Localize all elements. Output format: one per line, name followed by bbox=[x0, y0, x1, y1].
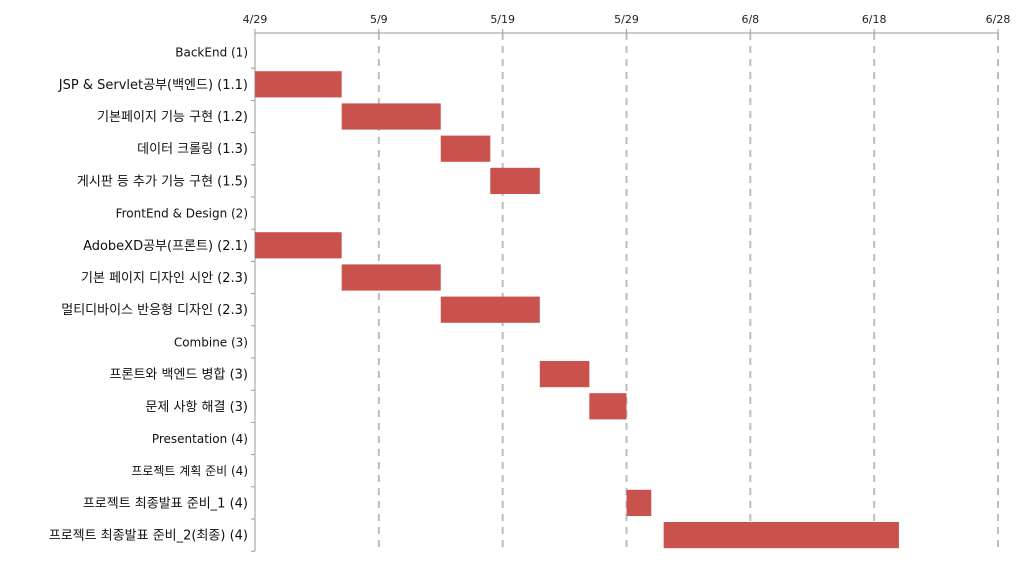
task-bar bbox=[255, 71, 342, 98]
task-label: 멀티디바이스 반응형 디자인 (2.3) bbox=[61, 303, 248, 318]
group-label: BackEnd (1) bbox=[175, 46, 248, 60]
x-tick-label: 6/18 bbox=[862, 13, 887, 26]
group-label: FrontEnd & Design (2) bbox=[116, 207, 248, 221]
task-bar bbox=[589, 393, 627, 420]
task-bar bbox=[626, 489, 652, 516]
axis-layer: 4/29 5/9 5/19 5/29 6/8 6/18 6/28 bbox=[243, 13, 1011, 552]
group-label: 프로젝트 계획 준비 (4) bbox=[131, 464, 248, 478]
task-bar bbox=[539, 361, 590, 388]
task-bar bbox=[663, 522, 899, 549]
task-label: 게시판 등 추가 기능 구현 (1.5) bbox=[77, 174, 248, 189]
task-label: 기본페이지 기능 구현 (1.2) bbox=[97, 110, 248, 125]
task-bar bbox=[490, 167, 540, 194]
task-bar bbox=[255, 232, 342, 259]
task-label: 기본 페이지 디자인 시안 (2.3) bbox=[81, 271, 248, 286]
task-label: 프로젝트 최종발표 준비_2(최종) (4) bbox=[49, 529, 248, 544]
group-label: Combine (3) bbox=[174, 335, 248, 349]
x-tick-label: 6/8 bbox=[741, 13, 759, 26]
task-bar bbox=[440, 296, 540, 323]
task-label: AdobeXD공부(프론트) (2.1) bbox=[83, 239, 248, 254]
x-tick-label: 5/9 bbox=[370, 13, 388, 26]
x-tick-label: 5/29 bbox=[614, 13, 639, 26]
task-label: 프론트와 백엔드 병합 (3) bbox=[110, 368, 248, 383]
task-bar bbox=[341, 103, 441, 130]
label-layer: BackEnd (1) JSP & Servlet공부(백엔드) (1.1) 기본페… bbox=[49, 46, 248, 544]
task-label: JSP & Servlet공부(백엔드) (1.1) bbox=[58, 78, 248, 93]
x-tick-label: 5/19 bbox=[490, 13, 515, 26]
task-bar bbox=[341, 264, 441, 291]
task-bar bbox=[440, 135, 491, 162]
x-tick-label: 4/29 bbox=[243, 13, 268, 26]
task-label: 데이터 크롤링 (1.3) bbox=[137, 142, 248, 157]
task-label: 프로젝트 최종발표 준비_1 (4) bbox=[83, 496, 248, 511]
bar-layer bbox=[255, 71, 899, 549]
x-tick-label: 6/28 bbox=[986, 13, 1011, 26]
task-label: 문제 사항 해결 (3) bbox=[145, 400, 248, 415]
group-label: Presentation (4) bbox=[152, 432, 248, 446]
grid-layer bbox=[377, 33, 999, 552]
